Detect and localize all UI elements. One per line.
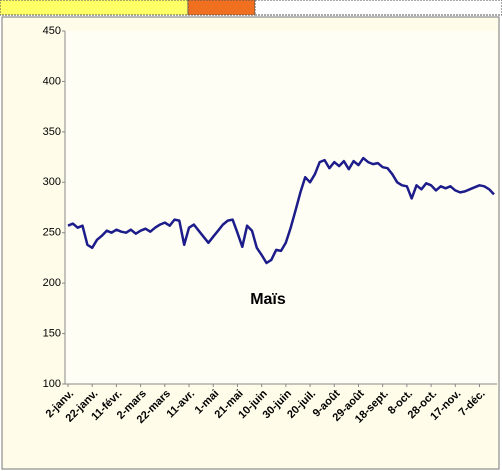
- y-tick-label: 100: [43, 378, 61, 390]
- y-tick-label: 300: [43, 176, 61, 188]
- plot-area: [65, 31, 497, 384]
- cell: [254, 0, 502, 16]
- data-line: [67, 156, 495, 265]
- y-tick-label: 250: [43, 227, 61, 239]
- cell: [0, 0, 189, 16]
- cell: [187, 0, 256, 16]
- y-tick-label: 200: [43, 277, 61, 289]
- y-tick-label: 400: [43, 75, 61, 87]
- chart-title: Maïs: [250, 291, 286, 308]
- y-tick-label: 350: [43, 126, 61, 138]
- y-tick-label: 150: [43, 327, 61, 339]
- y-tick-label: 450: [43, 25, 61, 37]
